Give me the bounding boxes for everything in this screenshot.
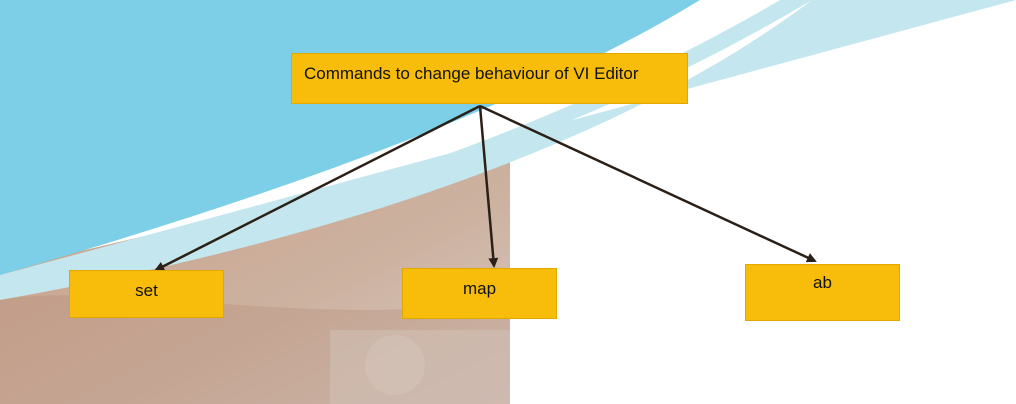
arrow-to-ab [479, 104, 817, 263]
arrow-to-set [154, 104, 481, 272]
child-node-ab: ab [745, 264, 900, 321]
arrow-to-map [478, 105, 499, 268]
child-node-map: map [402, 268, 557, 319]
child-node-ab-label: ab [813, 273, 832, 292]
background-band [0, 0, 1016, 300]
child-node-set: set [69, 270, 224, 318]
root-node: Commands to change behaviour of VI Edito… [291, 53, 688, 104]
dashboard-panel [0, 295, 510, 404]
dashboard-knob [365, 335, 425, 395]
root-node-label: Commands to change behaviour of VI Edito… [304, 64, 639, 83]
child-node-set-label: set [135, 281, 158, 300]
child-node-map-label: map [462, 279, 497, 298]
